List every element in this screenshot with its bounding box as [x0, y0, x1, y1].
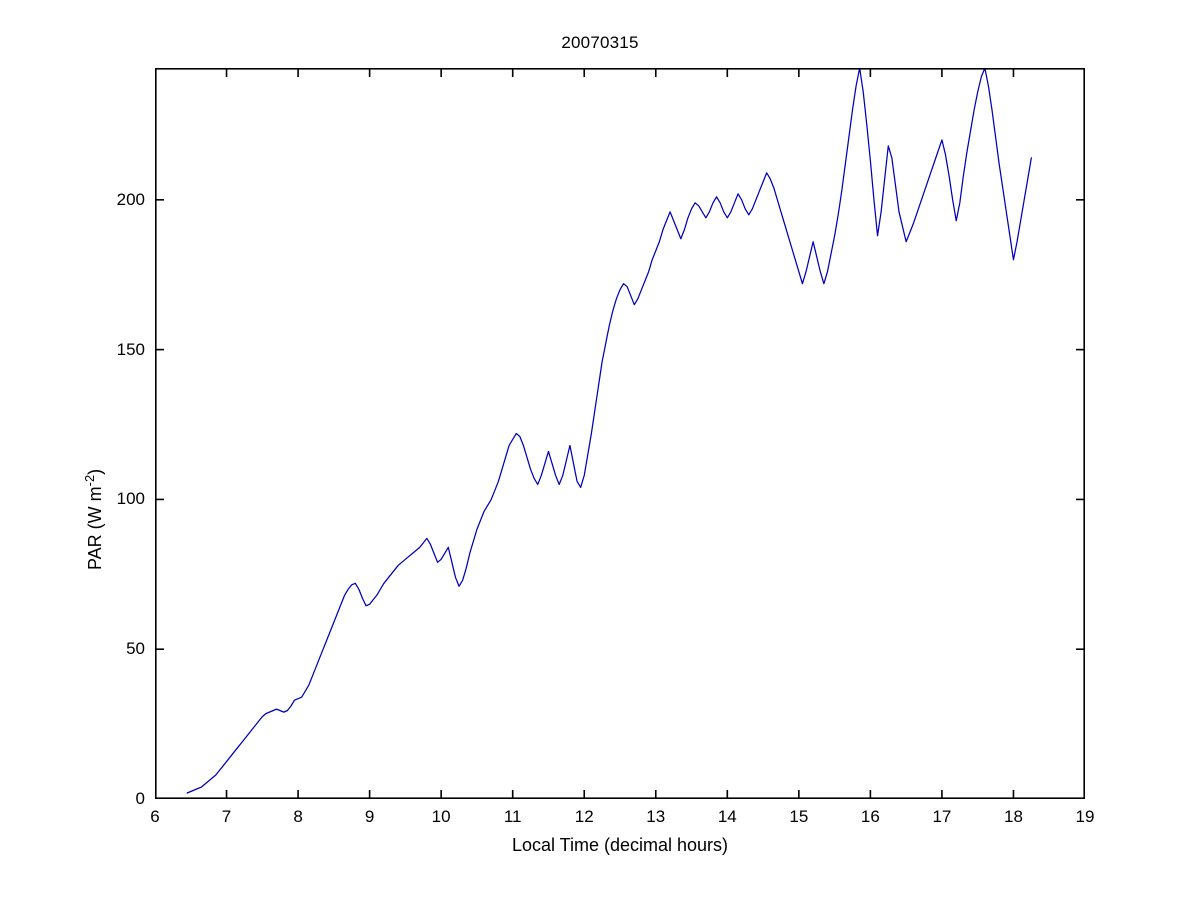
chart-title: 20070315	[561, 33, 639, 52]
plot-svg	[155, 68, 1085, 799]
y-tick-label: 0	[135, 789, 145, 808]
x-tick-label: 16	[860, 807, 880, 826]
y-tick-label: 200	[116, 189, 145, 209]
x-tick-label: 6	[150, 807, 160, 826]
x-tick-label: 14	[717, 807, 737, 826]
x-tick-label: 13	[646, 807, 666, 826]
x-tick-label: 15	[789, 807, 809, 826]
y-axis-label-exponent: -2	[82, 474, 97, 487]
x-tick-label: 9	[364, 807, 375, 826]
x-tick-label: 12	[574, 807, 594, 826]
y-axis-label: PAR (W m-2)	[82, 468, 106, 570]
x-tick-label: 17	[932, 807, 952, 826]
x-tick-label: 8	[293, 807, 303, 826]
axis-box	[155, 68, 1085, 799]
y-axis-label-tail: )	[85, 468, 105, 475]
x-tick-label: 10	[431, 807, 451, 826]
y-tick-label: 150	[116, 339, 145, 359]
axis-ticks	[155, 68, 1085, 799]
x-tick-label: 11	[503, 807, 522, 826]
x-tick-label: 18	[1003, 807, 1023, 826]
y-tick-label: 50	[126, 639, 145, 659]
plot-area	[155, 68, 1085, 799]
par-data-line	[186, 68, 1032, 794]
x-tick-label: 19	[1075, 807, 1095, 826]
x-tick-label: 7	[221, 807, 232, 826]
x-axis-label: Local Time (decimal hours)	[511, 835, 729, 855]
y-tick-label: 100	[116, 489, 145, 509]
